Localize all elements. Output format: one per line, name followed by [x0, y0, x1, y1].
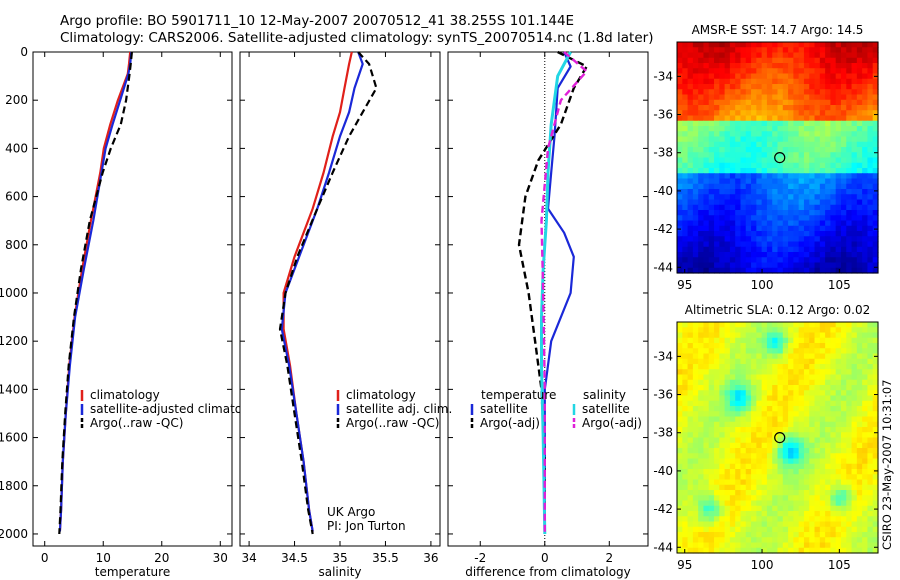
profile-panel-1: 0 10 20 30 temperature 0 200 400 600 800 1000 1200 1…	[0, 45, 233, 579]
map-field	[677, 322, 879, 554]
series-line-1	[543, 51, 575, 534]
x-tick-label: 35	[332, 551, 347, 565]
x-tick-label: 105	[828, 558, 851, 572]
series-line-2	[280, 51, 364, 532]
y-tick-label: -42	[653, 502, 673, 516]
x-tick-label: 100	[751, 278, 774, 292]
x-tick-label: 34.5	[281, 551, 308, 565]
legend-label: Argo(-adj)	[582, 416, 642, 430]
x-tick-label: 30	[213, 551, 228, 565]
x-tick-label: 100	[751, 558, 774, 572]
x-tick-label: 20	[154, 551, 169, 565]
title-line-1: Argo profile: BO 5901711_10 12-May-2007 …	[60, 13, 575, 29]
y-tick-label: 600	[5, 190, 28, 204]
series-line-4	[540, 51, 588, 534]
legend-label: satellite adj. clim.	[346, 402, 452, 416]
y-tick-label: -42	[653, 222, 673, 236]
x-tick-label: 36	[423, 551, 438, 565]
y-tick-label: 1400	[0, 382, 28, 396]
sla-map-panel: 95 100 105 -34 -36 -38 -40 -42 -44 Altimetric SLA…	[653, 303, 879, 572]
plot-frame	[239, 51, 441, 547]
legend-label: Argo(-adj)	[480, 416, 540, 430]
legend-label: satellite-adjusted climatology	[90, 402, 268, 416]
series-line-1	[58, 51, 132, 532]
annotation-text: PI: Jon Turton	[327, 519, 406, 533]
annotation-text: UK Argo	[327, 505, 375, 519]
argo-position-marker	[774, 431, 786, 444]
y-tick-label: -40	[653, 184, 673, 198]
sst-map-panel: 95 100 105 -34 -36 -38 -40 -42 -44 AMSR-E SST: 14…	[653, 23, 879, 292]
x-tick-label: -2	[474, 551, 486, 565]
x-tick-label: 0	[41, 551, 49, 565]
x-tick-label: 35.5	[372, 551, 399, 565]
x-tick-label: 0	[541, 551, 549, 565]
series-line-3	[58, 51, 133, 535]
map-frame	[676, 321, 879, 554]
series-line-1	[282, 51, 353, 532]
x-tick-label: 95	[677, 558, 692, 572]
y-tick-label: -34	[653, 69, 673, 83]
series-line-2	[517, 50, 588, 534]
y-tick-label: -40	[653, 464, 673, 478]
series-line-3	[278, 51, 378, 535]
legend-panel-3: temperature salinitysatelliteArgo(-adj)sa…	[470, 388, 642, 430]
argo-position-marker	[774, 151, 786, 164]
x-axis-label: difference from climatology	[465, 565, 631, 579]
map-title: Altimetric SLA: 0.12 Argo: 0.02	[685, 303, 870, 317]
x-tick-label: 105	[828, 278, 851, 292]
title-line-2: Climatology: CARS2006. Satellite-adjuste…	[60, 30, 654, 46]
legend-label: Argo(..raw -QC)	[346, 416, 439, 430]
x-tick-label: 2	[605, 551, 613, 565]
y-tick-label: 200	[5, 93, 28, 107]
y-tick-label: 800	[5, 238, 28, 252]
y-tick-label: -44	[653, 540, 673, 554]
y-tick-label: 1600	[0, 431, 28, 445]
y-tick-label: -38	[653, 146, 673, 160]
profile-panel-2: 34 34.5 35 35.5 36 salinity	[239, 51, 441, 579]
map-title: AMSR-E SST: 14.7 Argo: 14.5	[692, 23, 864, 37]
legend-header: salinity	[583, 388, 626, 402]
legend-label: satellite	[582, 402, 630, 416]
map-field	[677, 42, 879, 274]
y-tick-label: 1200	[0, 334, 28, 348]
y-tick-label: -36	[653, 108, 673, 122]
legend-label: climatology	[90, 388, 160, 402]
x-axis-label: temperature	[95, 565, 170, 579]
x-tick-label: 34	[241, 551, 256, 565]
y-tick-label: 400	[5, 141, 28, 155]
legend-label: climatology	[346, 388, 416, 402]
series-line-3	[540, 51, 572, 535]
plot-frame	[32, 51, 233, 547]
y-tick-label: 1800	[0, 479, 28, 493]
y-tick-label: -44	[653, 260, 673, 274]
x-tick-label: 10	[96, 551, 111, 565]
x-tick-label: 95	[677, 278, 692, 292]
map-frame	[676, 41, 879, 274]
x-axis-label: salinity	[318, 565, 361, 579]
y-tick-label: -34	[653, 349, 673, 363]
y-tick-label: 1000	[0, 286, 28, 300]
y-tick-label: 2000	[0, 527, 28, 541]
y-tick-label: -36	[653, 388, 673, 402]
y-tick-label: -38	[653, 426, 673, 440]
legend-label: satellite	[480, 402, 528, 416]
legend-label: Argo(..raw -QC)	[90, 416, 183, 430]
y-tick-label: 0	[20, 45, 28, 59]
plot-frame	[447, 51, 649, 547]
legend-header: temperature	[481, 388, 556, 402]
